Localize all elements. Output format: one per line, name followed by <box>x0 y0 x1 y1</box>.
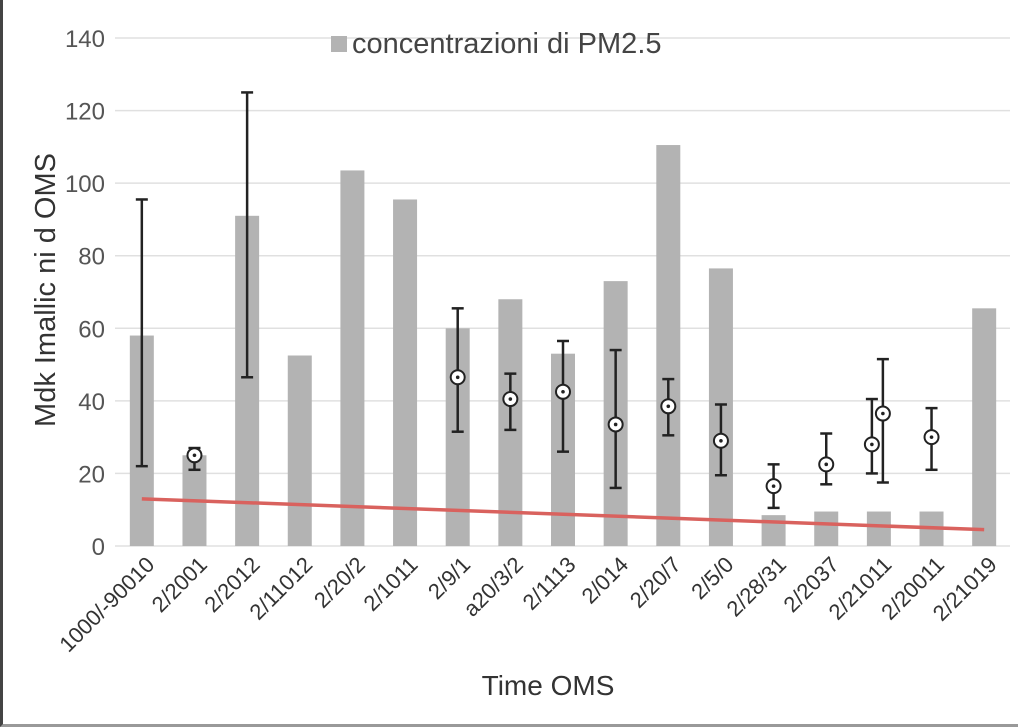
x-tick-label: 2/1011 <box>358 552 422 616</box>
x-tick-label: 2/28/31 <box>722 552 792 622</box>
legend-swatch <box>331 36 347 52</box>
y-tick-label: 0 <box>92 534 105 561</box>
mean-dot <box>881 411 885 416</box>
legend-label: concentrazioni di PM2.5 <box>352 28 662 60</box>
y-tick-label: 60 <box>78 316 105 343</box>
bar <box>814 511 839 546</box>
mean-dot <box>929 435 934 439</box>
bar <box>287 355 312 546</box>
x-tick-label: 2/1113 <box>518 552 581 615</box>
trend-line <box>141 497 985 532</box>
mean-dot <box>508 397 513 401</box>
y-tick-label: 80 <box>78 244 105 271</box>
x-tick-label: 2/014 <box>577 552 634 609</box>
y-axis-label: Mdk Imallic ni d OMS <box>30 153 62 427</box>
x-tick-label: 2/2001 <box>147 552 212 617</box>
y-tick-label: 20 <box>78 461 105 488</box>
mean-dot <box>561 389 565 394</box>
mean-dot <box>192 453 197 458</box>
mean-dot <box>771 484 776 488</box>
y-tick-label: 120 <box>65 99 105 126</box>
x-tick-label: a20/3/2 <box>458 552 528 622</box>
mean-dot <box>455 375 460 380</box>
mean-dot <box>666 404 671 409</box>
bar <box>340 170 365 546</box>
y-tick-label: 140 <box>65 26 105 53</box>
bar <box>761 515 786 546</box>
bar <box>393 199 418 546</box>
y-tick-label: 40 <box>78 389 105 416</box>
bar <box>656 145 681 547</box>
y-tick-label: 100 <box>65 171 105 198</box>
x-axis-label: Time OMS <box>482 670 615 701</box>
mean-dot <box>613 422 618 427</box>
x-tick-label: 2/20/7 <box>625 552 686 613</box>
mean-dot <box>824 462 829 467</box>
x-tick-label: 1000/-90010 <box>54 552 159 657</box>
x-tick-label: 2/20/2 <box>309 552 370 613</box>
mean-dot <box>719 438 723 443</box>
mean-dot <box>870 442 874 447</box>
bar <box>972 308 997 546</box>
bar <box>866 511 891 546</box>
